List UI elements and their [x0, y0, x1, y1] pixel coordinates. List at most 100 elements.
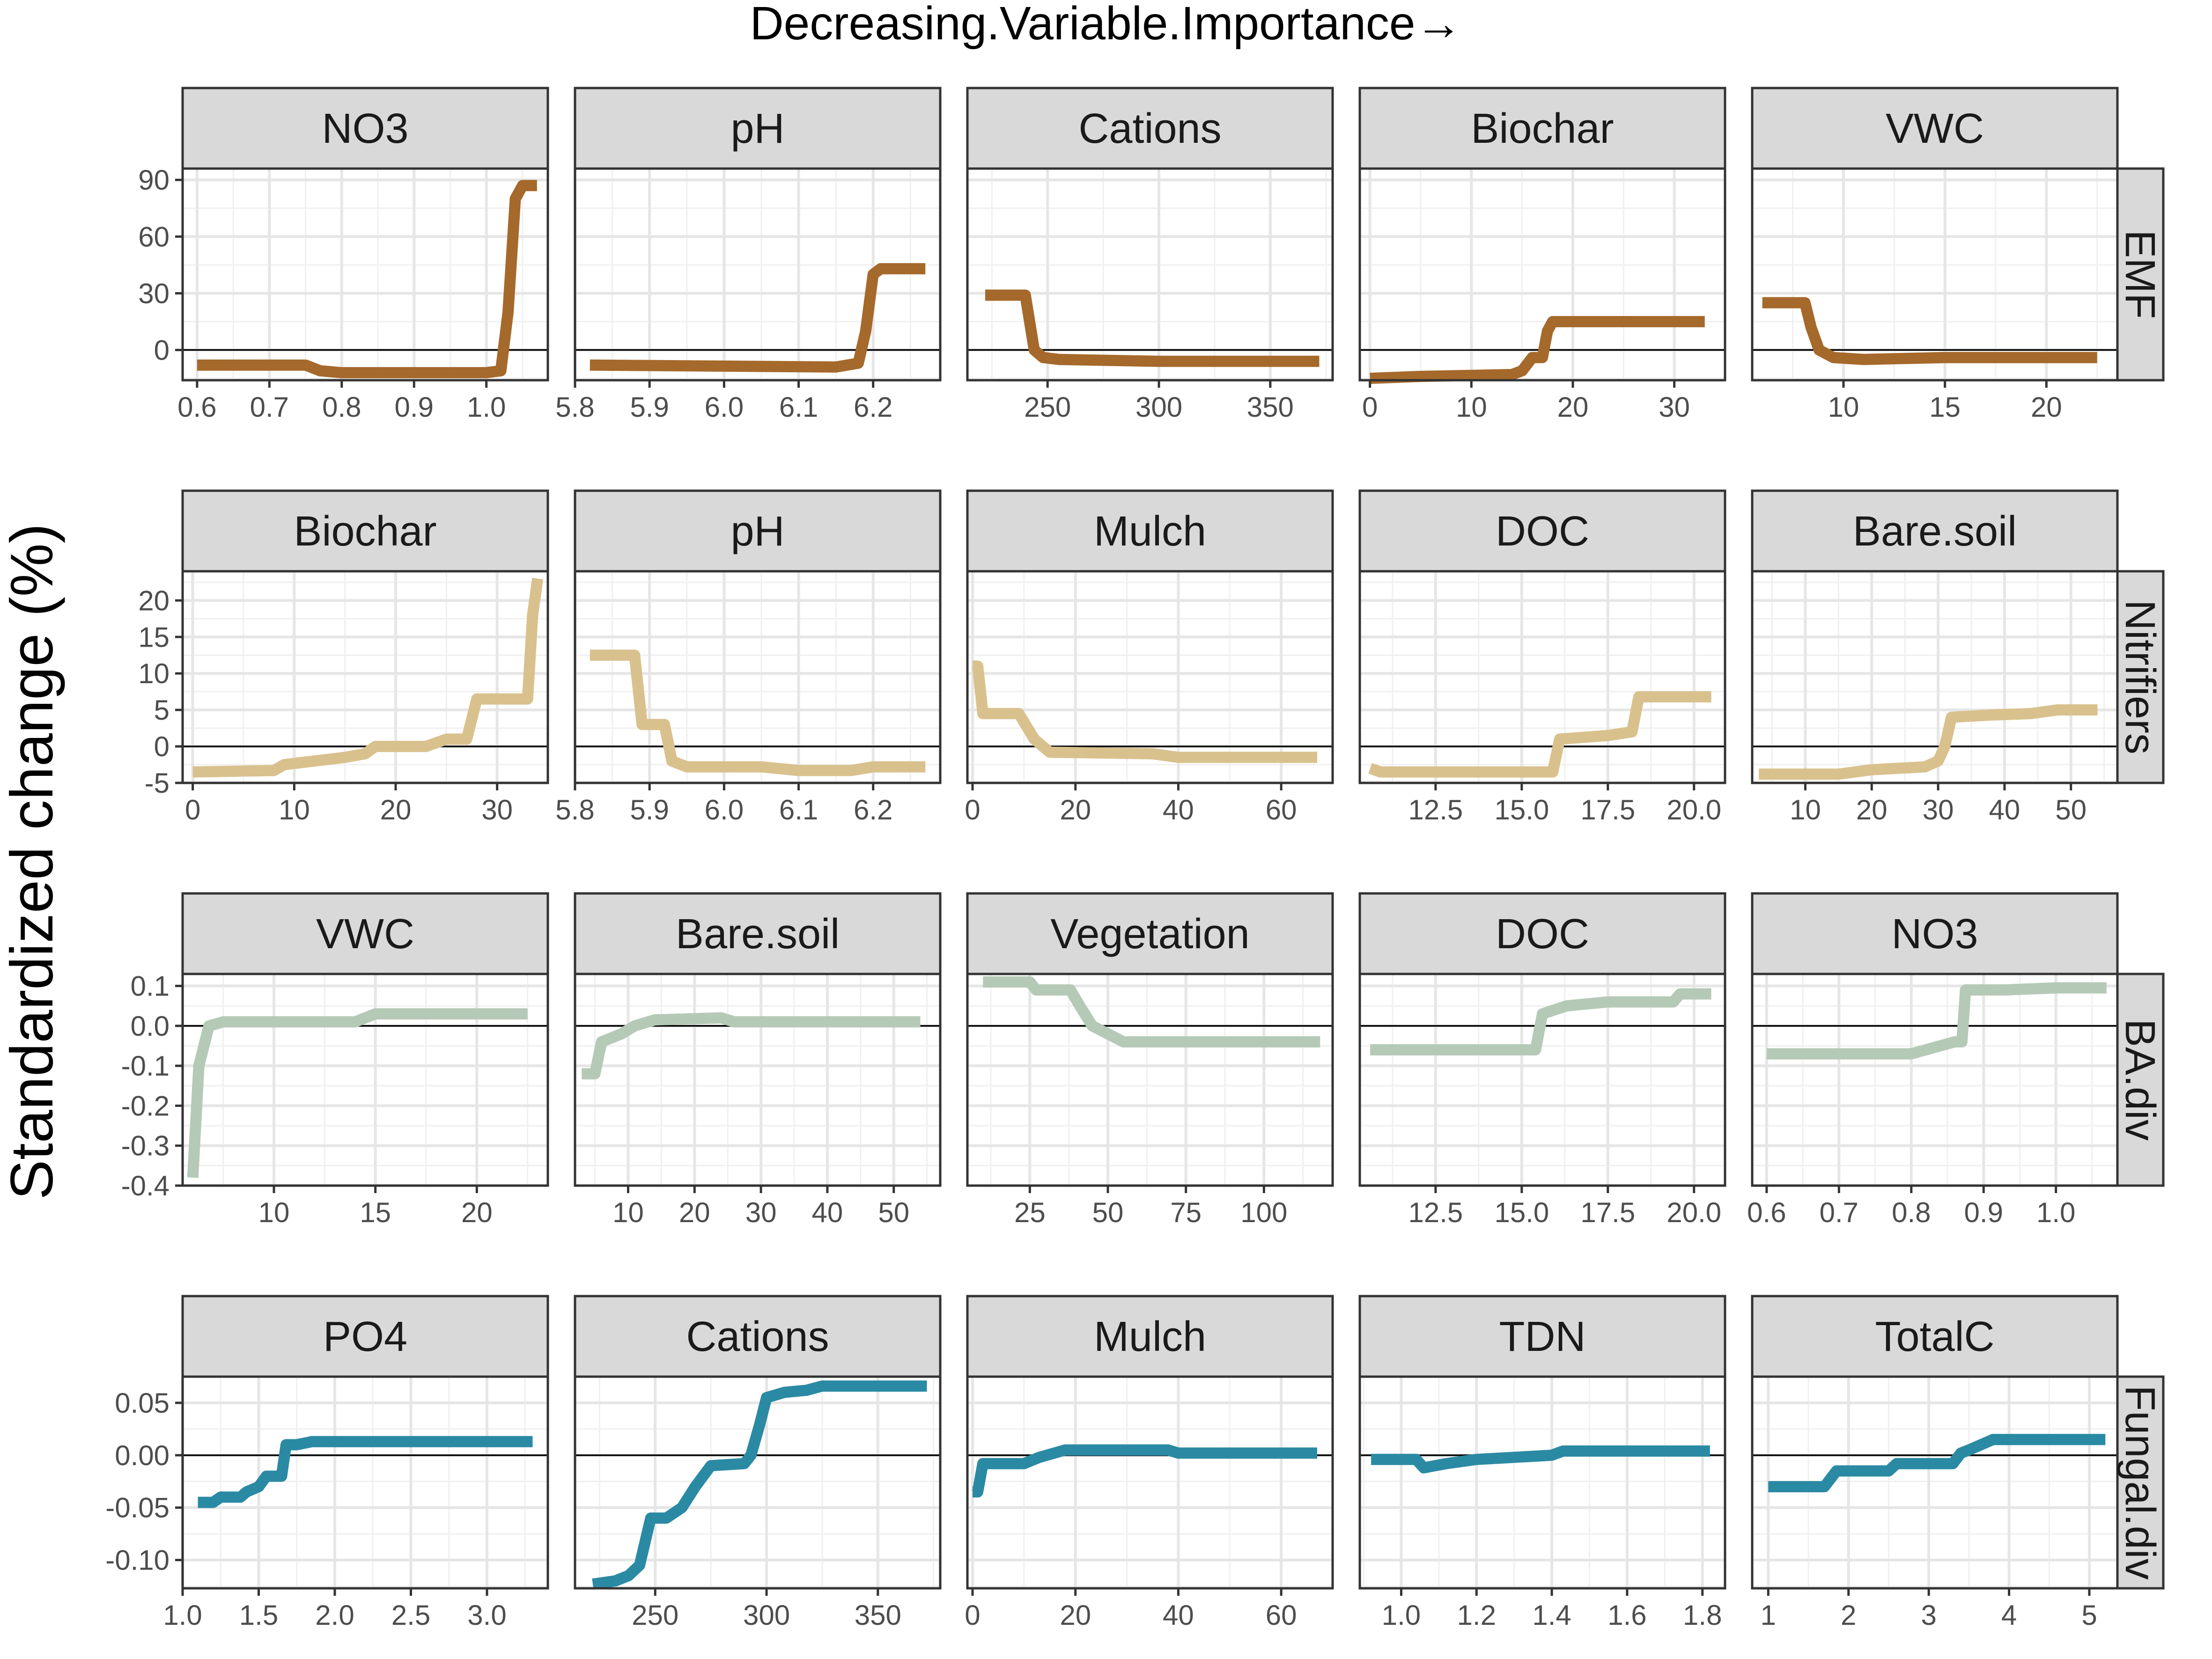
row-strip-label: BA.div — [2116, 1019, 2163, 1141]
x-tick-label: 3.0 — [467, 1600, 506, 1631]
y-tick-label: 0 — [154, 731, 170, 762]
row-strip — [2116, 1375, 2165, 1590]
panel-border — [1358, 570, 1726, 784]
y-tick-label: -0.05 — [105, 1492, 170, 1524]
panel-background — [575, 169, 940, 380]
series-line — [187, 1008, 528, 1178]
x-tick-label: 6.2 — [854, 794, 892, 826]
x-tick-label: 300 — [743, 1600, 790, 1631]
panel-background — [183, 169, 548, 380]
facet-panel: Biochar 0 10 20 30 -5 0 5 10 15 20 — [138, 489, 549, 826]
y-tick-label: 0 — [154, 334, 170, 366]
x-tick-label: 6.2 — [854, 391, 892, 423]
facet-panel: Bare.soil 10 20 30 40 50 — [574, 892, 942, 1228]
facet-strip-label: TotalC — [1875, 1313, 1994, 1360]
facet-panel: Cations 250 300 350 — [574, 1295, 942, 1631]
panel-border — [966, 167, 1334, 382]
x-tick-label: 20 — [1557, 391, 1589, 423]
facet-strip — [574, 892, 942, 975]
panel-background — [575, 974, 940, 1186]
row-strip-label: Fungal.div — [2116, 1385, 2163, 1579]
x-tick-label: 75 — [1170, 1197, 1202, 1228]
facet-strip — [966, 1295, 1334, 1378]
x-tick-label: 1.0 — [163, 1600, 202, 1631]
series-line — [1766, 982, 2107, 1060]
panel-border — [966, 1375, 1334, 1590]
x-tick-label: 50 — [878, 1197, 909, 1228]
x-tick-label: 1.8 — [1683, 1600, 1722, 1631]
x-tick-label: 40 — [1163, 794, 1194, 826]
x-tick-label: 2.5 — [391, 1600, 430, 1631]
series-line — [192, 577, 544, 778]
facet-strip — [1358, 489, 1726, 573]
series-line — [1371, 1445, 1710, 1474]
x-tick-label: 0.6 — [1747, 1197, 1786, 1228]
row-strip — [2116, 973, 2165, 1187]
y-tick-label: 90 — [138, 164, 170, 196]
x-tick-label: 10 — [1456, 391, 1487, 423]
facet-strip-label: Bare.soil — [676, 911, 840, 958]
series-line — [983, 976, 1320, 1047]
facet-strip-label: Cations — [686, 1313, 829, 1360]
x-tick-label: 10 — [279, 794, 310, 826]
x-tick-label: 15.0 — [1494, 794, 1549, 826]
row-strip — [2116, 570, 2165, 784]
x-tick-label: 5.9 — [630, 391, 669, 423]
panel-background — [1360, 571, 1725, 783]
facet-panel: NO3 0.6 0.7 0.8 0.9 1.0 — [1747, 892, 2119, 1228]
x-tick-label: 2.0 — [315, 1600, 354, 1631]
x-tick-label: 1.5 — [239, 1600, 278, 1631]
facet-panel: VWC 10 15 20 — [1751, 87, 2119, 423]
facet-strip-label: DOC — [1496, 508, 1589, 555]
facet-strip — [966, 489, 1334, 573]
facet-row-emf: NO3 0.6 0.7 0.8 0.9 1.0 0 30 60 90 pH 5.8 5.9 6.0 6.1 6… — [138, 87, 2165, 423]
x-tick-label: 0.9 — [395, 391, 434, 423]
x-tick-label: 10 — [612, 1197, 644, 1228]
y-axis-title: Standardized change (%) — [0, 524, 66, 1200]
panel-border — [181, 167, 549, 382]
series-line — [592, 1380, 927, 1590]
x-tick-label: 0.8 — [1892, 1197, 1931, 1228]
x-tick-label: 15.0 — [1494, 1197, 1549, 1228]
x-tick-label: 0.8 — [322, 391, 361, 423]
x-tick-label: 40 — [1989, 794, 2020, 826]
facet-strip — [181, 489, 549, 573]
facet-strip-label: VWC — [316, 911, 414, 958]
facet-strip-label: pH — [730, 508, 784, 555]
series-line — [1368, 691, 1711, 778]
series-line — [972, 660, 1317, 763]
x-tick-label: 12.5 — [1408, 1197, 1463, 1228]
x-tick-label: 20.0 — [1666, 794, 1721, 826]
panel-background — [1360, 1377, 1725, 1588]
facet-panel: pH 5.8 5.9 6.0 6.1 6.2 — [555, 87, 942, 423]
x-tick-label: 10 — [1790, 794, 1821, 826]
facet-panel: DOC 12.5 15.0 17.5 20.0 — [1358, 489, 1726, 826]
x-tick-label: 1.0 — [2036, 1197, 2075, 1228]
y-tick-label: 60 — [138, 221, 170, 252]
panel-border — [574, 167, 942, 382]
x-tick-label: 300 — [1135, 391, 1182, 423]
x-tick-label: 20 — [1856, 794, 1888, 826]
x-tick-label: 4 — [2001, 1600, 2017, 1631]
x-tick-label: 0 — [965, 794, 980, 826]
x-tick-label: 20 — [461, 1197, 493, 1228]
facet-panel: Mulch 0 20 40 60 — [965, 489, 1334, 826]
x-tick-label: 20 — [380, 794, 412, 826]
panel-background — [183, 1377, 548, 1588]
x-tick-label: 17.5 — [1580, 1197, 1635, 1228]
panel-border — [1358, 167, 1726, 382]
x-tick-label: 3 — [1921, 1600, 1936, 1631]
x-tick-label: 30 — [1923, 794, 1954, 826]
panel-border — [966, 973, 1334, 1187]
panel-border — [574, 973, 942, 1187]
series-line — [197, 180, 537, 378]
x-tick-label: 250 — [632, 1600, 678, 1631]
x-tick-label: 25 — [1014, 1197, 1046, 1228]
series-line — [590, 649, 926, 776]
x-tick-label: 0.9 — [1964, 1197, 2003, 1228]
facet-strip-label: Mulch — [1094, 1313, 1206, 1360]
panel-background — [967, 169, 1333, 380]
facet-panel: DOC 12.5 15.0 17.5 20.0 — [1358, 892, 1726, 1228]
